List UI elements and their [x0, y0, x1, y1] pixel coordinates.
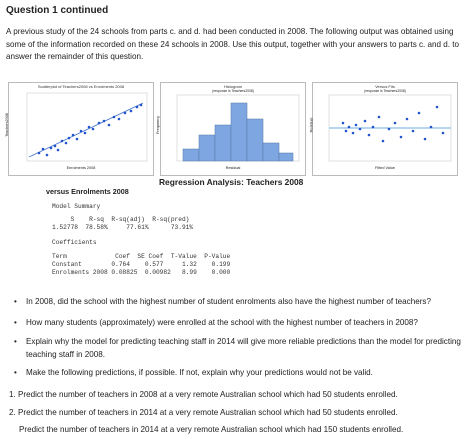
scatterplot-title: Scatterplot of Teachers2008 vs Enrolment…: [37, 84, 125, 89]
scatterplot-svg: [26, 92, 148, 162]
coef-row-enrolments: Enrolments 2008 0.08825 0.00982 8.99 0.0…: [52, 269, 231, 276]
histogram-subtitle: (response is Teachers2008): [212, 89, 254, 93]
question-title: Question 1 continued: [6, 5, 109, 16]
bullet-icon: •: [14, 297, 17, 306]
summary-header: S R-sq R-sq(adj) R-sq(pred): [52, 216, 190, 223]
fit-line: [28, 102, 144, 158]
versus-fits-subtitle: (response is Teachers2008): [364, 89, 406, 93]
bullet-text: Explain why the model for predicting tea…: [26, 337, 461, 359]
regression-subtitle: versus Enrolments 2008: [46, 187, 129, 196]
scatter-points: [37, 103, 143, 157]
scatterplot-ylabel: Teachers2008: [4, 113, 9, 137]
bullet-text: How many students (approximately) were e…: [26, 318, 418, 327]
histogram-panel: Histogram (response is Teachers2008) Res…: [156, 82, 306, 176]
prediction-item: 2. Predict the number of teachers in 201…: [9, 408, 398, 417]
bullet-item: • How many students (approximately) were…: [14, 317, 469, 330]
regression-title: Regression Analysis: Teachers 2008: [159, 177, 304, 187]
histogram-title: Histogram: [223, 84, 243, 89]
prediction-item: 1. Predict the number of teachers in 200…: [9, 390, 398, 399]
intro-paragraph: A previous study of the 24 schools from …: [6, 27, 460, 61]
bullet-text: Make the following predictions, if possi…: [26, 368, 373, 377]
bullet-icon: •: [14, 318, 17, 327]
scatterplot-xlabel: Enrolments 2008: [66, 166, 96, 170]
versus-fits-ylabel: Residual: [309, 117, 314, 133]
coefficients-label: Coefficients: [52, 239, 97, 246]
bullet-item: • In 2008, did the school with the highe…: [14, 296, 469, 309]
versus-fits-title: Versus Fits: [375, 84, 395, 89]
versus-fits-panel: Versus Fits (response is Teachers2008) F…: [309, 82, 458, 176]
bullet-text: In 2008, did the school with the highest…: [26, 297, 431, 306]
bullet-item: • Make the following predictions, if pos…: [14, 367, 469, 380]
scatterplot-panel: Scatterplot of Teachers2008 vs Enrolment…: [4, 82, 154, 176]
histogram-svg: [176, 94, 300, 162]
model-summary-label: Model Summary: [52, 203, 101, 210]
versus-fits-svg: [328, 94, 452, 162]
bullet-icon: •: [14, 337, 17, 346]
versus-fits-xlabel: Fitted Value: [375, 166, 395, 170]
bullet-item: • Explain why the model for predicting t…: [14, 336, 469, 362]
histogram-bars: [182, 102, 294, 162]
summary-values: 1.52778 78.58% 77.61% 73.91%: [52, 224, 194, 231]
histogram-ylabel: Frequency: [155, 116, 160, 134]
bullet-icon: •: [14, 368, 17, 377]
coef-row-constant: Constant 0.764 0.577 1.32 0.199: [52, 261, 231, 268]
histogram-xlabel: Residual: [225, 166, 241, 170]
coef-header: Term Coef SE Coef T-Value P-Value: [52, 253, 231, 260]
prediction-item: Predict the number of teachers in 2014 a…: [19, 425, 404, 434]
residual-points: [341, 105, 445, 143]
